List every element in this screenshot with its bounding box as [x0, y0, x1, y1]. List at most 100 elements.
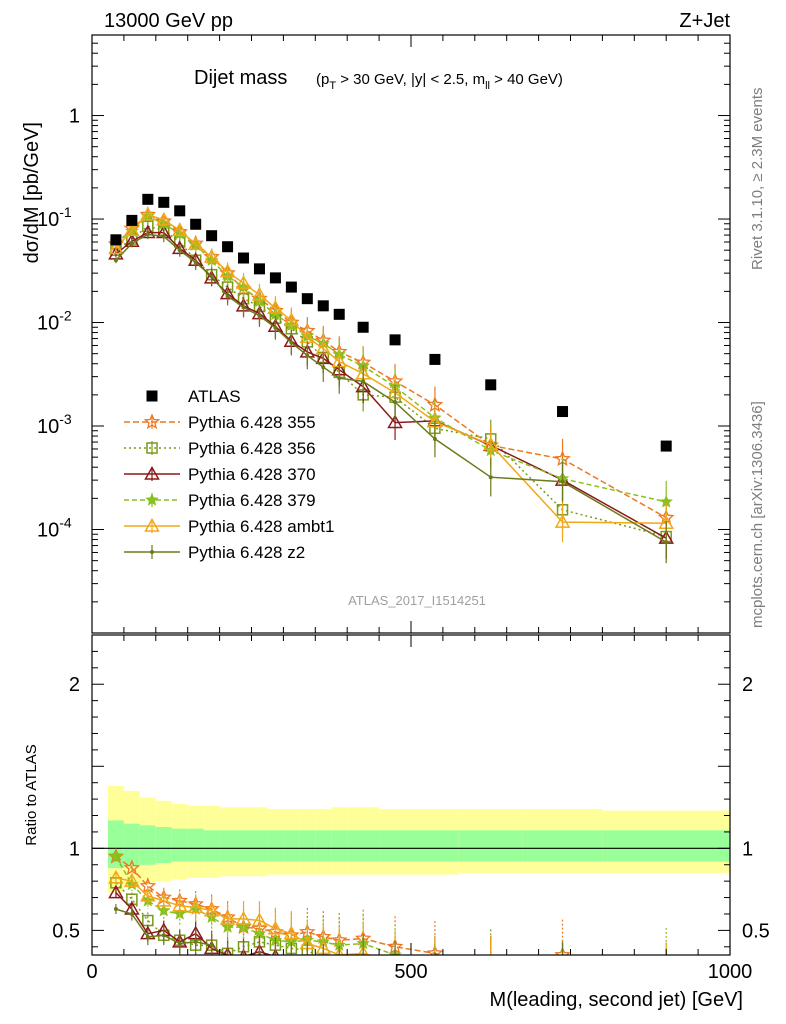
- ratio-point: [429, 962, 440, 973]
- legend-entry-pythia-6-428-379: Pythia 6.428 379: [124, 491, 316, 510]
- data-point: [273, 325, 278, 330]
- ratio-point: [209, 943, 214, 948]
- legend-label: Pythia 6.428 370: [188, 465, 316, 484]
- ratio-point: [484, 963, 497, 975]
- data-point: [361, 379, 366, 384]
- data-point: [193, 260, 198, 265]
- ratio-point: [283, 925, 300, 940]
- data-point: [387, 414, 403, 429]
- data-point: [113, 258, 118, 263]
- data-point: [241, 305, 246, 310]
- ratio-point: [108, 884, 124, 899]
- ratio-point: [357, 945, 369, 955]
- y-tick-label: 10-3: [37, 411, 72, 438]
- ratio-band-inner: [139, 825, 156, 865]
- data-point: [209, 274, 214, 279]
- data-point: [187, 236, 204, 251]
- data-point: [171, 222, 188, 236]
- ratio-band-inner: [267, 830, 284, 862]
- data-point: [289, 340, 294, 345]
- data-point: [174, 205, 186, 217]
- x-tick-label: 500: [394, 961, 427, 983]
- ratio-point: [358, 971, 368, 981]
- ratio-point: [155, 892, 172, 907]
- ratio-point: [485, 969, 497, 980]
- data-point: [108, 240, 124, 255]
- data-point: [660, 440, 672, 452]
- ratio-y-tick-label-left: 2: [69, 674, 80, 696]
- ratio-point: [561, 976, 565, 980]
- data-point: [333, 308, 345, 320]
- data-point: [126, 214, 138, 226]
- x-axis-label: M(leading, second jet) [GeV]: [490, 989, 743, 1011]
- data-point: [145, 232, 150, 237]
- ratio-point: [557, 970, 568, 981]
- data-point: [482, 436, 499, 451]
- ratio-point: [337, 971, 341, 975]
- ratio-point: [428, 965, 441, 977]
- analysis-id: ATLAS_2017_I1514251: [348, 593, 486, 608]
- ratio-point: [660, 973, 673, 986]
- ratio-point: [486, 958, 496, 968]
- ratio-point: [177, 941, 182, 946]
- ratio-band-inner: [411, 830, 459, 862]
- data-point: [177, 248, 182, 253]
- plot-title-cuts: (pT > 30 GeV, |y| < 2.5, mll > 40 GeV): [316, 71, 563, 92]
- ratio-band-inner: [171, 828, 188, 862]
- data-point: [560, 479, 565, 484]
- data-point: [190, 218, 202, 230]
- ratio-band-inner: [458, 830, 523, 862]
- legend-marker: [145, 492, 159, 506]
- ratio-band-inner: [123, 823, 140, 867]
- legend: ATLAS Pythia 6.428 355 Pythia 6.428 356 Pyt…: [124, 387, 334, 562]
- ratio-band-inner: [347, 830, 380, 862]
- legend-marker: [143, 413, 161, 430]
- ratio-y-tick-label-left: 1: [69, 838, 80, 860]
- ratio-point: [305, 964, 309, 968]
- ratio-point: [357, 962, 370, 974]
- ratio-point: [242, 956, 246, 960]
- data-point: [222, 241, 234, 253]
- ratio-point: [322, 953, 325, 955]
- ratio-point: [661, 959, 672, 970]
- ratio-point: [334, 961, 344, 971]
- ratio-band-inner: [522, 830, 603, 862]
- data-point: [305, 353, 310, 358]
- legend-label: Pythia 6.428 356: [188, 439, 316, 458]
- ratio-point: [129, 911, 134, 916]
- legend-label: Pythia 6.428 z2: [188, 543, 305, 562]
- ratio-point: [140, 887, 156, 902]
- y-tick-label: 1: [69, 106, 80, 128]
- ratio-line: [115, 877, 373, 955]
- ratio-point: [108, 869, 124, 884]
- ratio-y-tick-label-left: 0.5: [52, 920, 80, 942]
- axes-group: 0 500 1000 1 10-1 10-2 10-3 10-4 0.5 0.5 1 1 2 2: [37, 34, 770, 983]
- ratio-point: [123, 859, 141, 876]
- y-tick-label: 10-4: [37, 515, 72, 542]
- ratio-band-inner: [299, 830, 316, 862]
- ratio-point: [219, 910, 236, 925]
- legend-entry-pythia-6-428-355: Pythia 6.428 355: [124, 413, 316, 432]
- mcplots-label: mcplots.cern.ch [arXiv:1306.3436]: [749, 401, 766, 628]
- ratio-point: [334, 946, 344, 955]
- ratio-point: [251, 912, 268, 927]
- main-y-axis-label: dσ/dM [pb/GeV]: [21, 122, 43, 263]
- ratio-band-inner: [283, 830, 300, 862]
- legend-marker: [150, 550, 154, 554]
- ratio-point: [433, 983, 437, 987]
- ratio-point: [361, 961, 365, 965]
- rivet-label: Rivet 3.1.10, ≥ 2.3M events: [749, 88, 766, 271]
- legend-entry-pythia-6-428-z2: Pythia 6.428 z2: [124, 543, 305, 562]
- data-point: [129, 241, 134, 246]
- data-point: [285, 281, 297, 293]
- ratio-band-inner: [251, 830, 268, 862]
- legend-label: Pythia 6.428 ambt1: [188, 517, 334, 536]
- legend-label: Pythia 6.428 379: [188, 491, 316, 510]
- ratio-point: [289, 963, 293, 967]
- ratio-point: [124, 873, 140, 887]
- ratio-band-inner: [219, 830, 236, 862]
- data-point: [357, 321, 369, 333]
- data-point: [389, 334, 401, 346]
- ratio-point: [430, 971, 440, 981]
- legend-marker: [146, 442, 158, 454]
